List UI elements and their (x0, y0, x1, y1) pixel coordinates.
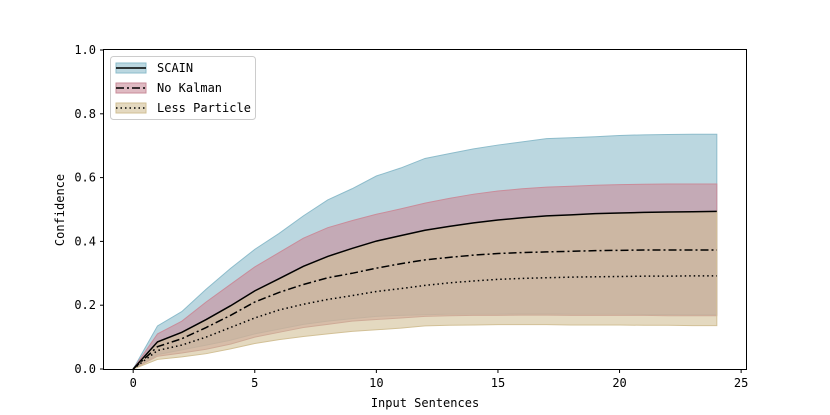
y-tick-label: 1.0 (74, 43, 96, 57)
x-tick-label: 25 (734, 376, 748, 390)
plot-frame (103, 49, 747, 370)
x-axis-label: Input Sentences (371, 396, 479, 410)
y-tick-label: 0.2 (74, 298, 96, 312)
confidence-bands (131, 133, 718, 371)
x-tick-label: 5 (251, 376, 258, 390)
x-tick-label: 10 (369, 376, 383, 390)
series-line-3 (132, 275, 717, 370)
y-tick-label: 0.8 (74, 107, 96, 121)
y-axis-label: Confidence (53, 174, 67, 246)
y-tick-label: 0.4 (74, 234, 96, 248)
y-tick-label: 0.0 (74, 362, 96, 376)
legend-box (110, 56, 256, 120)
series-line-1 (132, 210, 717, 370)
legend-label-1: SCAIN (157, 61, 193, 75)
legend: SCAIN No Kalman Less Particle (110, 56, 256, 120)
x-tick-label: 15 (491, 376, 505, 390)
y-axis-ticks: 0.0 0.2 0.4 0.6 0.8 1.0 (74, 43, 104, 376)
x-tick-label: 0 (130, 376, 137, 390)
x-tick-label: 20 (612, 376, 626, 390)
series-lines (132, 210, 717, 370)
legend-label-2: No Kalman (157, 81, 222, 95)
y-tick-label: 0.6 (74, 171, 96, 185)
legend-label-3: Less Particle (157, 101, 251, 115)
x-axis-ticks: 0 5 10 15 20 25 (130, 369, 748, 390)
series-line-2 (132, 249, 717, 370)
